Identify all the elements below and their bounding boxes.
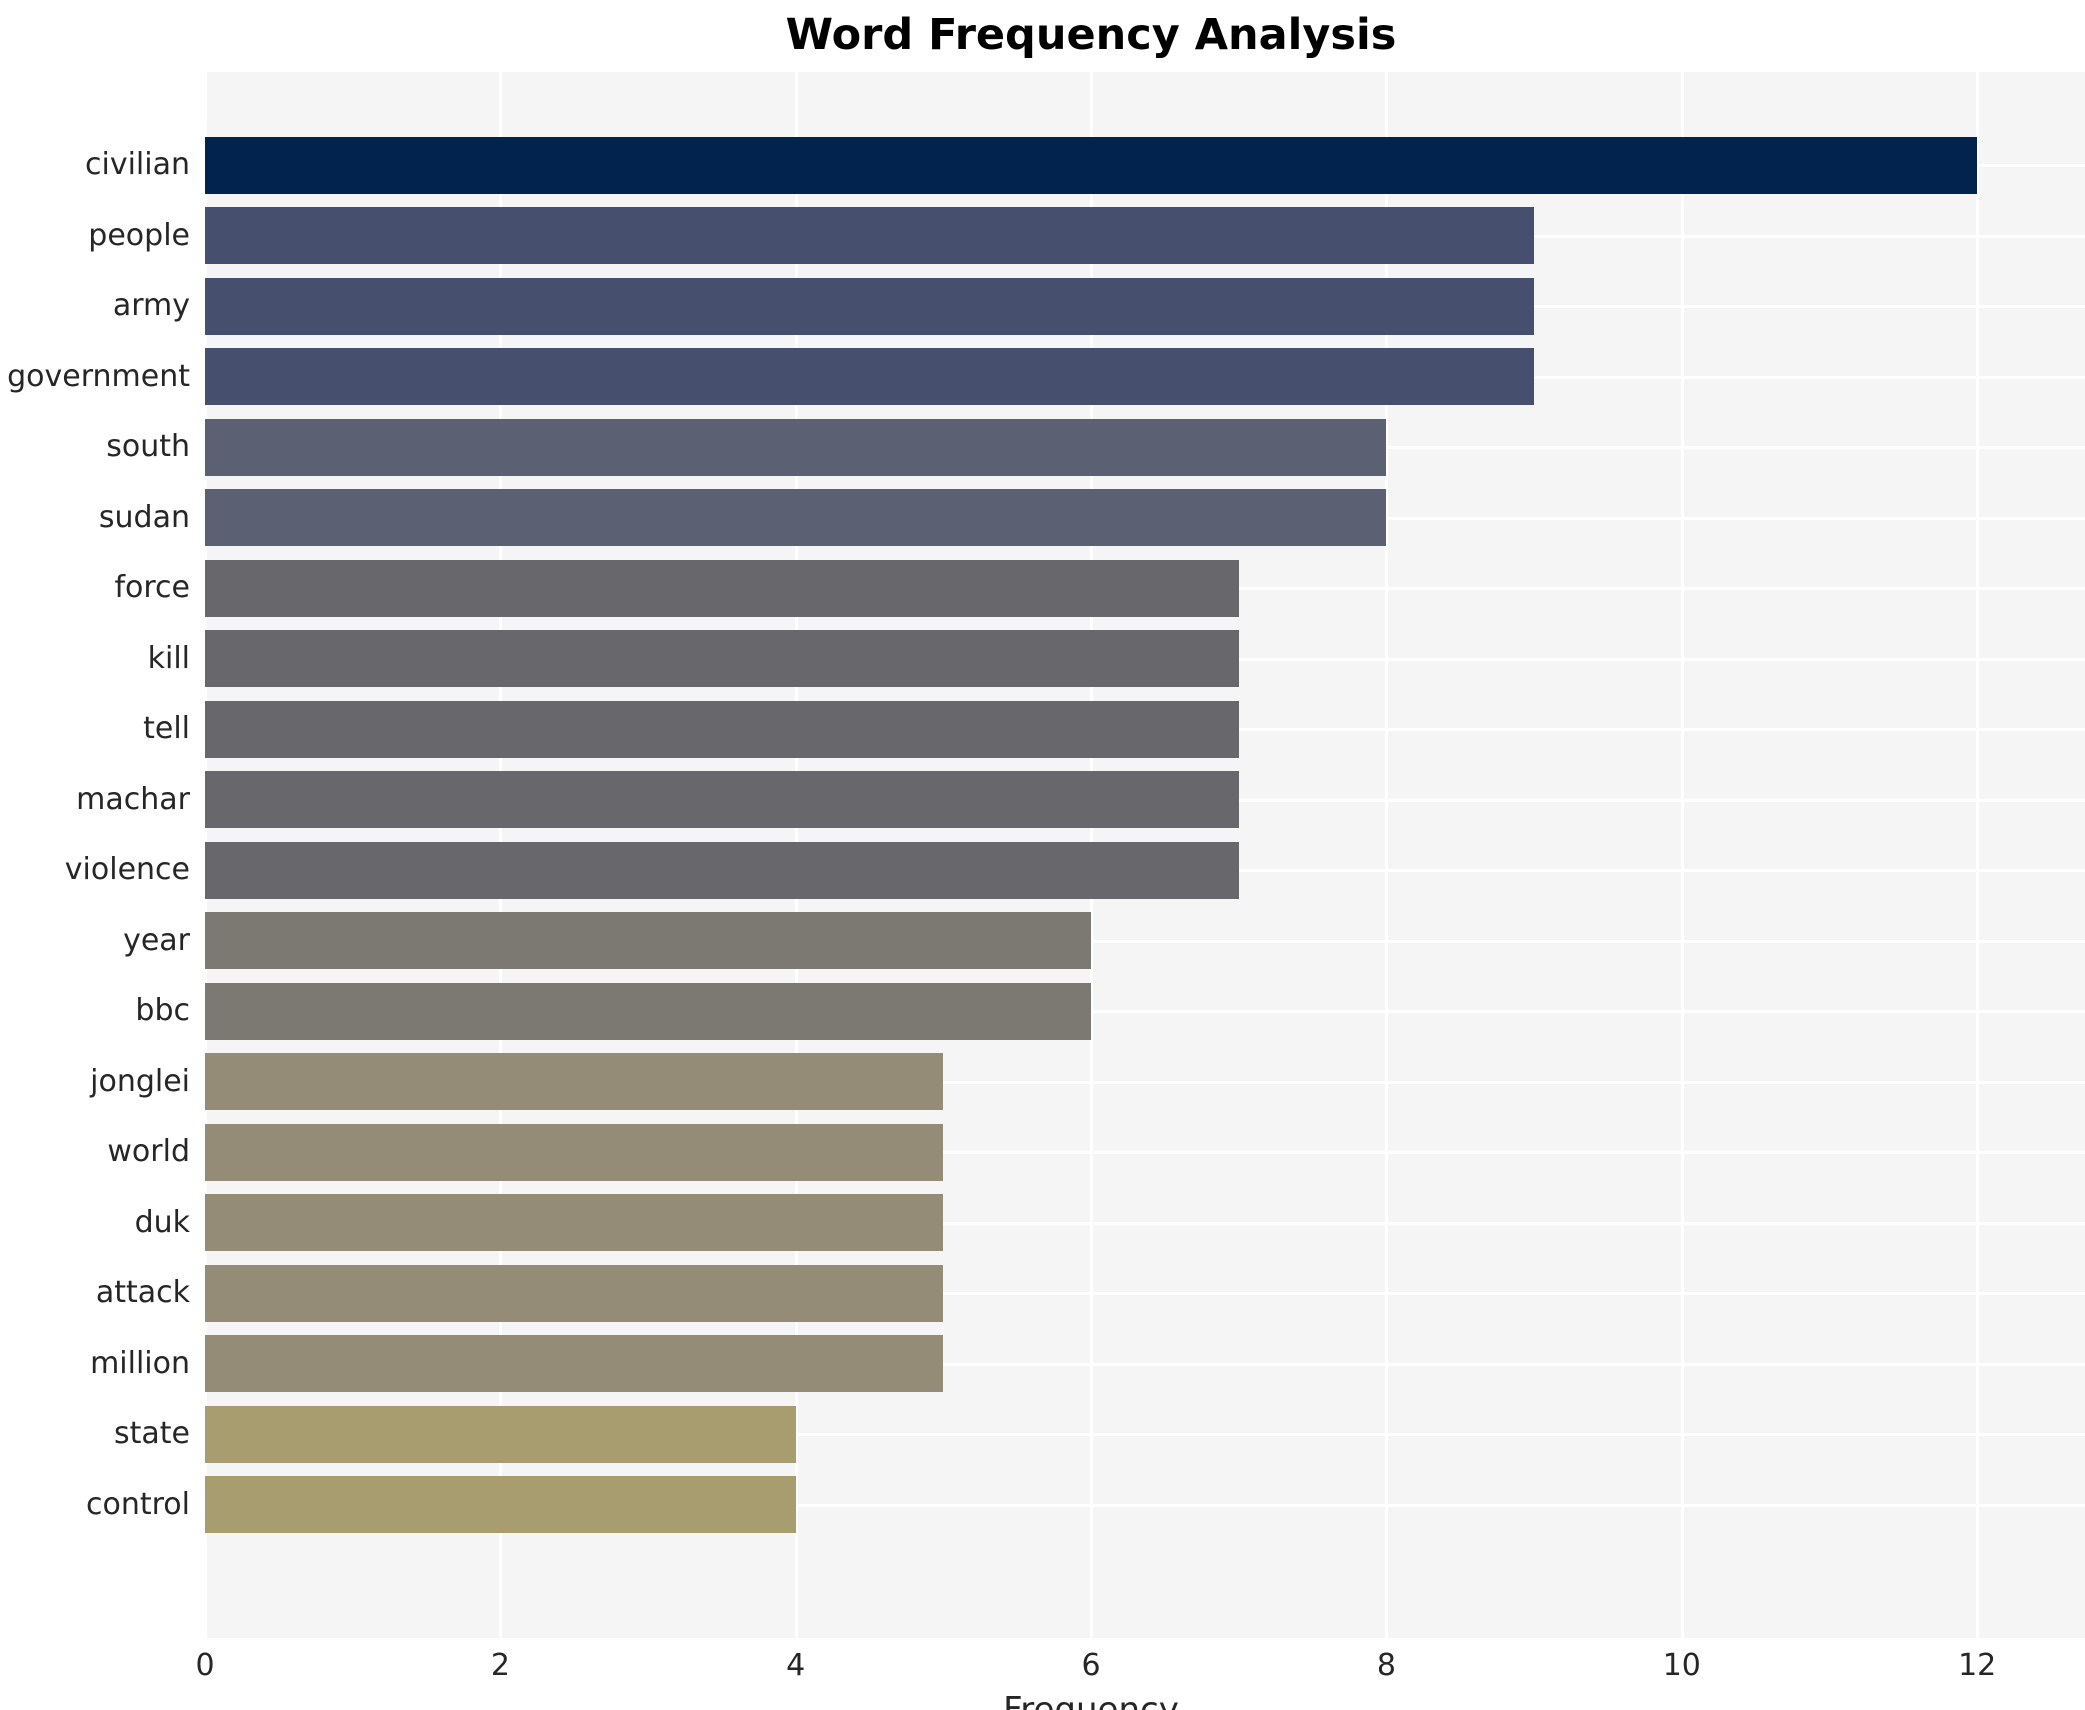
horizontal-gridline	[205, 1080, 2085, 1084]
category-label-attack: attack	[95, 1275, 190, 1310]
category-label-government: government	[7, 358, 190, 394]
category-label-violence: violence	[64, 852, 190, 887]
bar-violence	[205, 841, 1239, 899]
bar-row-bbc: bbc	[135, 976, 2085, 1047]
bar-row-year: year	[123, 906, 2085, 977]
bar-row-sudan: sudan	[99, 483, 2085, 554]
vertical-gridline-10	[1680, 72, 1684, 1638]
x-tick-10: 10	[1662, 1648, 1701, 1683]
bar-year	[205, 912, 1092, 969]
category-label-tell: tell	[143, 711, 190, 746]
category-label-sudan: sudan	[98, 499, 190, 535]
horizontal-gridline	[205, 939, 2085, 943]
horizontal-gridline	[205, 1221, 2085, 1225]
x-tick-0: 0	[195, 1648, 215, 1683]
bar-duk	[205, 1194, 944, 1251]
horizontal-gridline	[205, 1292, 2085, 1296]
bar-row-kill: kill	[148, 624, 2085, 695]
horizontal-gridline	[205, 1503, 2085, 1507]
bar-row-jonglei: jonglei	[90, 1047, 2085, 1118]
bar-bbc	[205, 982, 1092, 1040]
x-tick-6: 6	[1081, 1648, 1101, 1683]
bar-row-people: people	[88, 201, 2085, 272]
bar-row-control: control	[86, 1470, 2085, 1541]
bar-row-state: state	[114, 1399, 2085, 1470]
category-label-south: south	[106, 429, 190, 464]
category-label-state: state	[114, 1416, 190, 1451]
x-tick-8: 8	[1376, 1648, 1396, 1683]
category-label-world: world	[107, 1134, 190, 1169]
horizontal-gridline	[205, 1433, 2085, 1437]
x-tick-2: 2	[490, 1648, 510, 1683]
bar-row-duk: duk	[135, 1188, 2085, 1259]
bar-row-violence: violence	[65, 835, 2085, 906]
category-label-year: year	[123, 922, 190, 958]
bar-control	[205, 1476, 796, 1533]
bar-force	[205, 559, 1239, 617]
category-label-jonglei: jonglei	[90, 1063, 190, 1099]
horizontal-gridline	[205, 1010, 2085, 1014]
bar-sudan	[205, 489, 1387, 546]
bar-state	[205, 1405, 796, 1463]
category-label-duk: duk	[134, 1204, 190, 1240]
category-label-people: people	[88, 217, 190, 253]
bar-jonglei	[205, 1053, 944, 1110]
category-label-control: control	[86, 1486, 190, 1522]
chart-title: Word Frequency Analysis	[785, 10, 1397, 60]
bar-row-attack: attack	[96, 1258, 2085, 1329]
bar-row-million: million	[90, 1329, 2085, 1400]
bar-south	[205, 418, 1387, 476]
bar-tell	[205, 700, 1239, 758]
category-label-million: million	[90, 1345, 190, 1381]
bar-row-south: south	[106, 412, 2085, 483]
bar-people	[205, 207, 1535, 264]
bar-row-army: army	[113, 271, 2085, 342]
bar-row-world: world	[107, 1117, 2085, 1188]
x-tick-4: 4	[786, 1648, 806, 1683]
vertical-gridline-8	[1385, 72, 1389, 1638]
bar-million	[205, 1335, 944, 1392]
bar-row-civilian: civilian	[85, 130, 2085, 201]
x-axis: 0 2 4 6 8 10 12	[195, 1648, 2085, 1688]
bar-kill	[205, 630, 1239, 687]
bar-government	[205, 348, 1535, 405]
bar-civilian	[205, 136, 1978, 194]
category-label-kill: kill	[147, 640, 190, 676]
x-axis-label: Frequency	[1003, 1690, 1179, 1710]
horizontal-gridline	[205, 1151, 2085, 1155]
vertical-gridline-12	[1976, 72, 1980, 1638]
bar-rows-container: civilian people army government south sudan fo…	[7, 130, 2085, 1541]
category-label-army: army	[112, 288, 190, 323]
category-label-force: force	[114, 570, 190, 605]
category-label-civilian: civilian	[85, 147, 190, 182]
bar-machar	[205, 771, 1239, 828]
bar-row-tell: tell	[143, 694, 2085, 765]
bar-row-force: force	[114, 553, 2085, 624]
bar-attack	[205, 1264, 944, 1322]
bar-world	[205, 1123, 944, 1181]
bar-row-machar: machar	[76, 765, 2085, 836]
category-label-machar: machar	[76, 781, 190, 817]
category-label-bbc: bbc	[135, 993, 190, 1028]
horizontal-gridline	[205, 1362, 2085, 1366]
x-tick-12: 12	[1958, 1648, 1997, 1683]
bar-row-government: government	[7, 342, 2085, 413]
bar-army	[205, 277, 1535, 335]
